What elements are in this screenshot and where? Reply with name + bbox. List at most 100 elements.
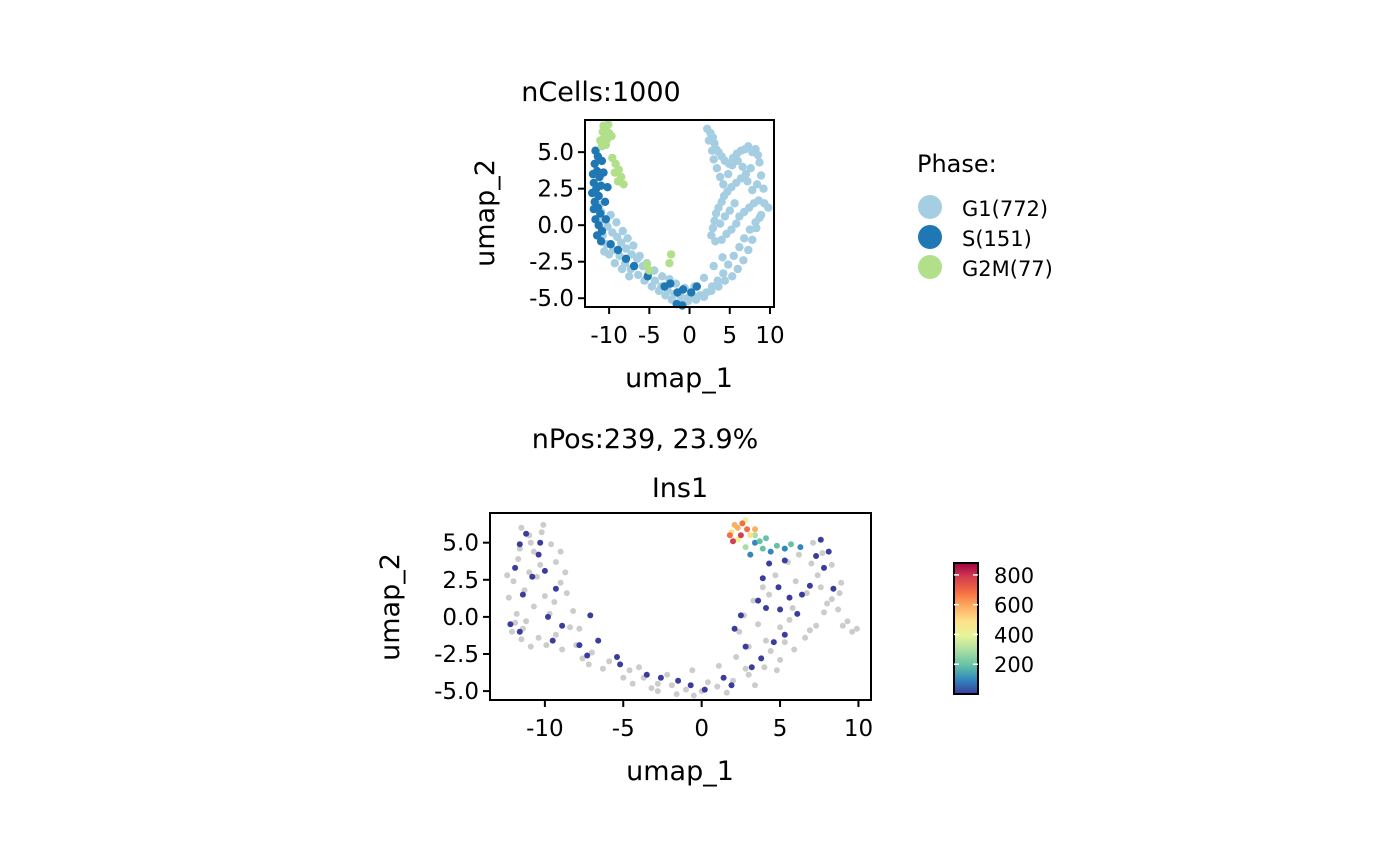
negative-cell-point	[819, 550, 826, 557]
phase-point-g1	[617, 264, 627, 274]
expressing-cell-point	[830, 585, 837, 592]
panel-ins1-expression: nPos:239, 23.9% Ins1 -10 -5 0 5 10 -5.0 -2.5 0…	[375, 424, 1034, 787]
phase-point-s	[588, 188, 597, 198]
expressing-cell-point	[617, 661, 624, 668]
negative-cell-point	[766, 591, 773, 598]
negative-cell-point	[817, 584, 824, 591]
phase-point-s	[589, 204, 598, 214]
phase-point-g1	[699, 292, 709, 301]
phase-point-g1	[709, 261, 718, 271]
negative-cell-point	[559, 646, 566, 653]
expressing-cell-point	[825, 548, 832, 555]
panel1-y-axis-title: umap_2	[470, 159, 501, 267]
legend-swatch-g2m	[918, 255, 942, 279]
phase-point-g1	[719, 180, 728, 189]
phase-point-g2m	[607, 131, 616, 141]
legend-swatch-g1	[918, 195, 942, 219]
colorbar-tick-label: 600	[994, 594, 1034, 618]
expressing-cell-point	[516, 541, 523, 548]
negative-cell-point	[530, 548, 537, 555]
panel2-y-tick-label: 5.0	[442, 531, 479, 557]
expressing-cell-point	[747, 532, 754, 539]
phase-point-g1	[733, 264, 742, 274]
expressing-cell-point	[759, 545, 766, 552]
expressing-cell-point	[744, 526, 751, 533]
phase-point-g1	[740, 234, 749, 243]
phase-point-g1	[600, 247, 609, 256]
phase-point-g1	[746, 164, 755, 173]
phase-point-s	[592, 231, 602, 240]
negative-cell-point	[792, 578, 799, 585]
expressing-cell-point	[747, 551, 754, 558]
negative-cell-point	[599, 665, 606, 672]
negative-cell-point	[535, 634, 542, 641]
phase-point-g2m	[604, 120, 613, 129]
negative-cell-point	[534, 573, 540, 580]
phase-point-g1	[691, 295, 701, 304]
phase-point-g1	[715, 219, 725, 228]
phase-point-s	[590, 159, 599, 168]
expressing-cell-point	[734, 536, 741, 543]
phase-point-g1	[745, 225, 755, 234]
negative-cell-point	[777, 656, 784, 663]
expressing-cell-point	[781, 631, 788, 638]
negative-cell-point	[515, 556, 522, 562]
phase-point-g1	[759, 184, 768, 193]
negative-cell-point	[636, 664, 642, 671]
negative-cell-point	[742, 665, 749, 672]
expressing-cell-point	[687, 682, 694, 689]
negative-cell-point	[836, 590, 843, 597]
expressing-cell-point	[767, 548, 774, 555]
panel-cell-phase: nCells:1000 -10 -5 0 5 10 -5.0-2.50.02.55.0 …	[470, 77, 1053, 394]
phase-point-g2m	[666, 250, 676, 259]
phase-point-g1	[755, 158, 764, 167]
phase-point-s	[687, 288, 696, 297]
negative-cell-point	[523, 618, 530, 625]
phase-point-g1	[756, 171, 766, 180]
expressing-cell-point	[614, 654, 620, 660]
phase-point-g1	[647, 282, 656, 291]
negative-cell-point	[689, 667, 696, 674]
panel2-x-tick-label: 10	[844, 716, 873, 742]
negative-cell-point	[552, 559, 559, 565]
panel1-y-tick-label: -2.5	[529, 250, 574, 276]
phase-point-g1	[635, 251, 644, 261]
negative-cell-point	[761, 664, 768, 671]
negative-cell-point	[516, 545, 523, 552]
negative-cell-point	[752, 682, 758, 689]
panel2-y-ticks: -5.0 -2.5 0.0 2.5 5.0	[434, 531, 490, 705]
expressing-cell-point	[584, 652, 591, 659]
expressing-cell-point	[742, 643, 749, 650]
phase-point-s	[588, 169, 598, 179]
negative-cell-point	[562, 569, 569, 576]
expressing-cell-point	[773, 542, 780, 549]
negative-cell-point	[821, 609, 827, 616]
phase-point-s	[603, 183, 612, 192]
expressing-cell-point	[786, 594, 793, 601]
negative-cell-point	[683, 686, 689, 693]
negative-cell-point	[557, 548, 564, 555]
phase-point-g1	[730, 199, 739, 208]
phase-point-g1	[743, 177, 752, 186]
phase-point-g1	[715, 172, 725, 182]
negative-cell-point	[802, 634, 809, 641]
phase-point-g1	[699, 273, 709, 282]
expressing-cell-point	[817, 536, 824, 543]
expressing-cell-point	[781, 557, 788, 564]
negative-cell-point	[715, 662, 722, 669]
panel1-x-ticks: -10 -5 0 5 10	[590, 307, 785, 349]
negative-cell-point	[828, 596, 835, 603]
negative-cell-point	[814, 572, 821, 579]
phase-point-g1	[739, 256, 748, 265]
phase-point-g1	[753, 150, 763, 160]
negative-cell-point	[755, 621, 762, 628]
negative-cell-point	[576, 625, 583, 632]
phase-point-g1	[724, 169, 733, 179]
phase-point-s	[600, 197, 610, 206]
expressing-cell-point	[813, 553, 820, 559]
phase-point-g1	[752, 180, 762, 189]
expressing-cell-point	[587, 612, 594, 619]
negative-cell-point	[518, 524, 525, 531]
expressing-cell-point	[758, 655, 765, 662]
negative-cell-point	[806, 627, 813, 634]
